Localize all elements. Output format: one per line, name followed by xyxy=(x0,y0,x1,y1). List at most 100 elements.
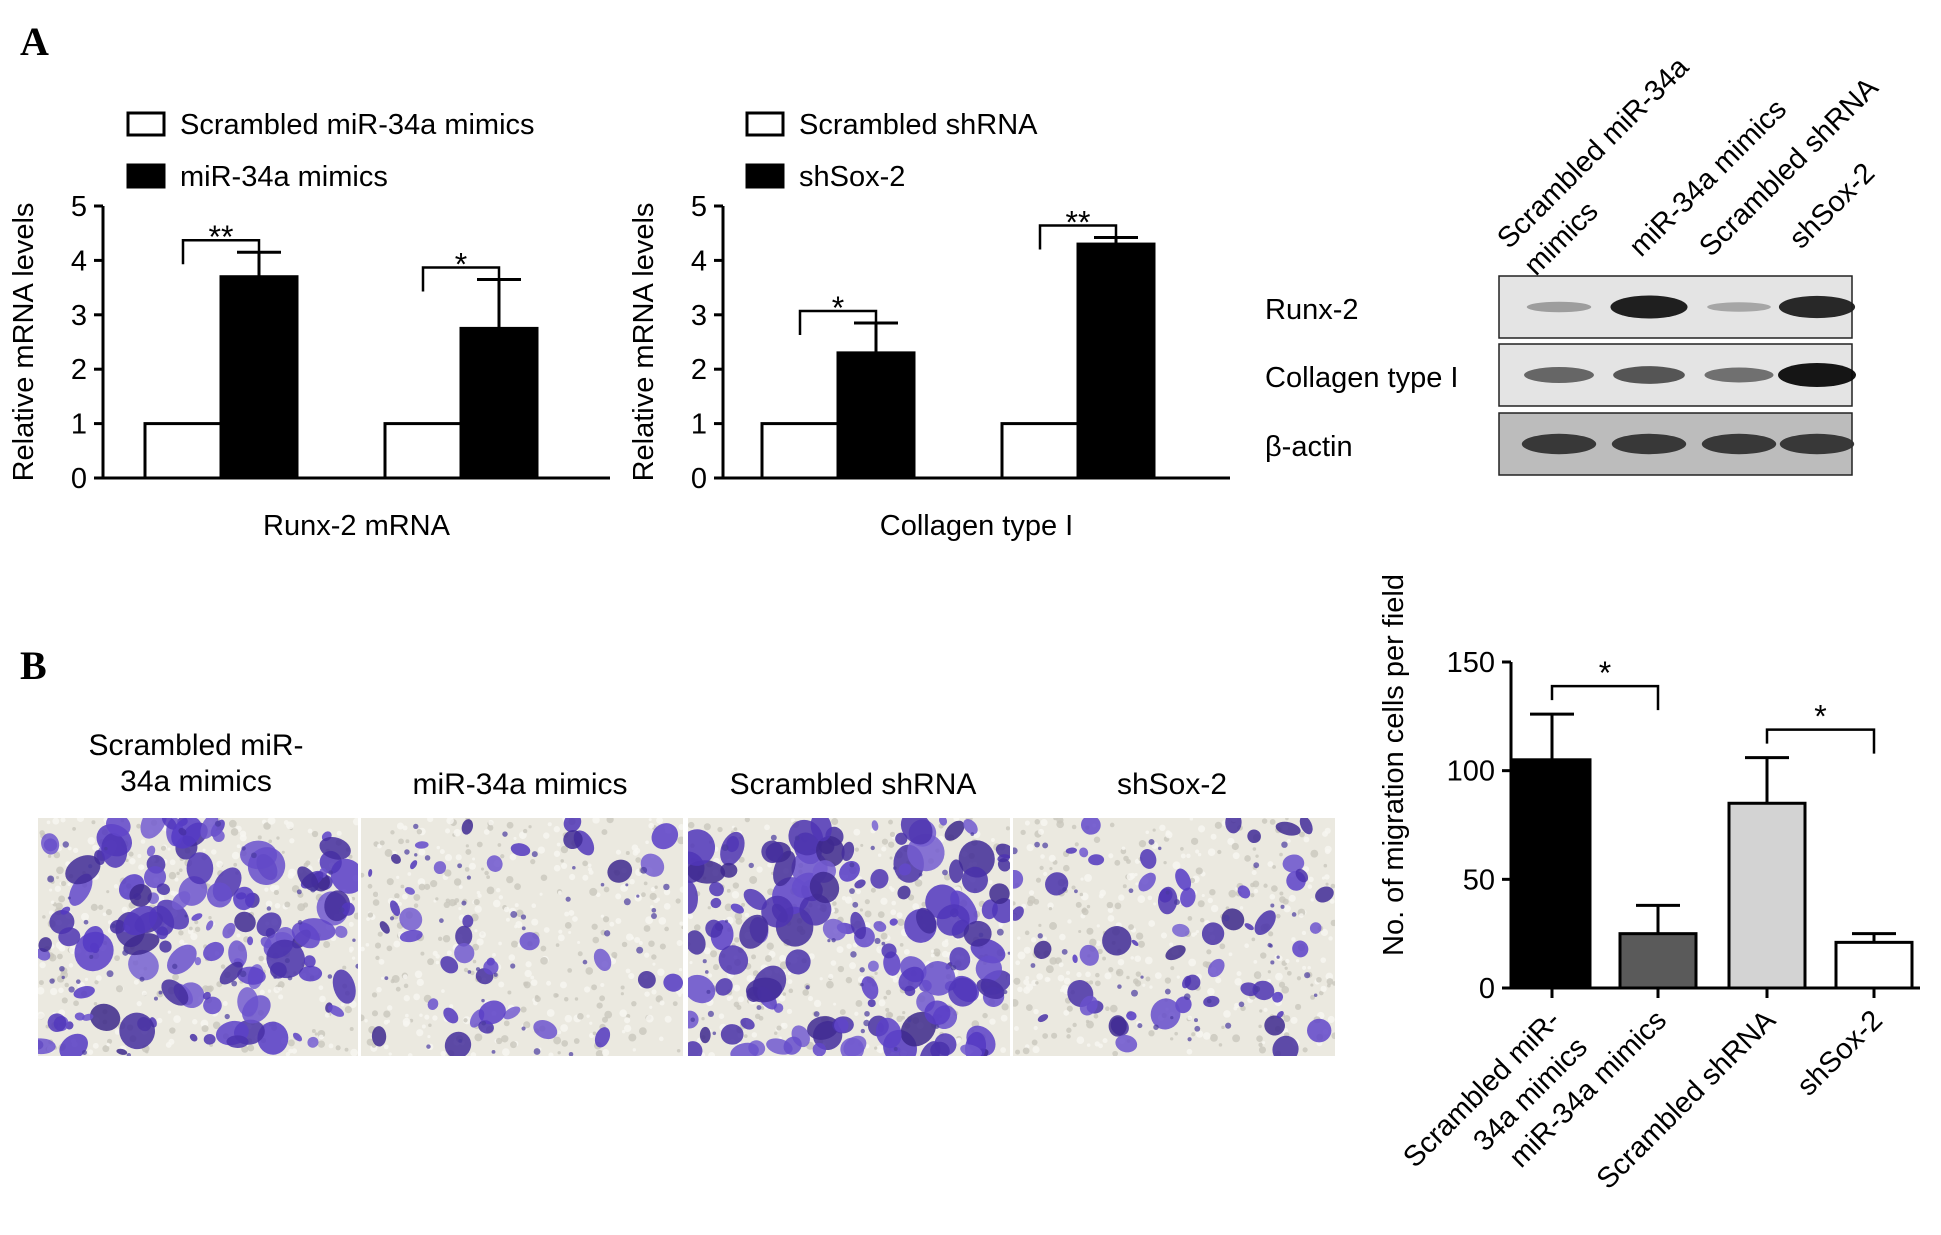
pore-dot xyxy=(1330,883,1335,889)
pore-dot xyxy=(1330,919,1335,927)
pore-dot xyxy=(528,825,532,829)
pore-dot xyxy=(1232,1034,1241,1043)
pore-dot xyxy=(72,827,76,831)
pore-dot xyxy=(1104,972,1112,980)
pore-dot xyxy=(1114,859,1121,866)
pore-dot xyxy=(634,936,641,944)
stained-cell xyxy=(975,955,1003,983)
stained-cell xyxy=(101,832,128,868)
bar-treatment xyxy=(219,275,299,480)
pore-dot xyxy=(1215,977,1222,984)
pore-dot xyxy=(830,960,837,966)
stained-dot xyxy=(266,906,272,911)
pore-dot xyxy=(606,818,614,824)
pore-dot xyxy=(1134,980,1142,987)
stained-cell xyxy=(161,979,189,1006)
pore-dot xyxy=(281,850,285,854)
pore-dot xyxy=(569,873,576,881)
pore-dot xyxy=(501,1035,509,1043)
stained-cell xyxy=(1079,995,1098,1016)
stained-dot xyxy=(1187,1037,1192,1042)
pore-dot xyxy=(314,1032,318,1036)
pore-dot xyxy=(582,874,589,881)
stained-cell xyxy=(739,914,769,949)
pore-dot xyxy=(106,1038,113,1044)
pore-dot xyxy=(285,1052,291,1056)
stained-dot xyxy=(1164,988,1171,995)
stained-cell xyxy=(761,895,794,928)
pore-dot xyxy=(483,829,490,835)
y-tick-label: 150 xyxy=(1447,647,1495,679)
pore-dot xyxy=(421,1024,426,1029)
pore-dot xyxy=(588,1033,595,1039)
micrograph-title-3: Scrambled shRNA xyxy=(729,768,977,801)
stained-cell xyxy=(976,978,1005,1000)
stained-dot xyxy=(907,1018,912,1023)
pore-dot xyxy=(349,1027,354,1031)
pore-dot xyxy=(635,857,641,863)
pore-dot xyxy=(160,845,167,851)
pore-dot xyxy=(497,843,502,847)
pore-dot xyxy=(1197,900,1205,908)
pore-dot xyxy=(652,962,656,966)
y-tick-label: 3 xyxy=(71,300,87,332)
pore-dot xyxy=(1015,960,1021,966)
pore-dot xyxy=(833,1002,837,1006)
pore-dot xyxy=(318,985,324,991)
stained-cell xyxy=(950,890,978,925)
pore-dot xyxy=(1013,901,1016,906)
pore-dot xyxy=(599,995,606,1002)
pore-dot xyxy=(1232,852,1240,860)
stained-dot xyxy=(651,907,657,913)
pore-dot xyxy=(211,849,217,855)
pore-dot xyxy=(236,933,241,938)
pore-dot xyxy=(553,864,561,872)
pore-dot xyxy=(156,1017,163,1024)
pore-dot xyxy=(746,975,754,983)
pore-dot xyxy=(782,992,787,996)
pore-dot xyxy=(941,950,949,958)
stained-dot xyxy=(702,959,707,964)
stained-cell xyxy=(1157,886,1178,915)
stained-cell xyxy=(171,891,191,910)
pore-dot xyxy=(880,897,888,905)
stained-cell xyxy=(189,1033,198,1042)
blot-band xyxy=(1704,367,1774,383)
stained-cell xyxy=(455,925,473,947)
pore-dot xyxy=(620,985,625,990)
pore-dot xyxy=(1291,937,1296,942)
pore-dot xyxy=(95,975,102,981)
pore-dot xyxy=(352,818,358,826)
pore-dot xyxy=(907,894,915,901)
pore-dot xyxy=(1287,839,1291,843)
pore-dot xyxy=(1128,924,1134,931)
pore-dot xyxy=(1207,897,1213,904)
pore-dot xyxy=(557,1051,561,1055)
pore-dot xyxy=(102,1045,110,1053)
pore-dot xyxy=(165,1042,172,1048)
stained-cell xyxy=(867,960,879,972)
pore-dot xyxy=(651,954,657,960)
pore-dot xyxy=(1299,831,1305,838)
stained-dot xyxy=(389,916,395,921)
pore-dot xyxy=(678,968,683,972)
y-tick-label: 0 xyxy=(71,463,87,495)
stained-dot xyxy=(724,919,729,923)
stained-dot xyxy=(461,900,467,906)
stained-cell xyxy=(334,925,348,938)
pore-dot xyxy=(267,989,272,993)
pore-dot xyxy=(291,1048,298,1054)
pore-dot xyxy=(402,974,408,980)
stained-dot xyxy=(510,910,518,918)
pore-dot xyxy=(1112,1050,1119,1056)
stained-dot xyxy=(83,919,89,925)
stained-cell xyxy=(1247,829,1261,844)
stained-cell xyxy=(203,1033,216,1045)
stained-dot xyxy=(568,1051,574,1056)
stained-dot xyxy=(111,923,116,929)
pore-dot xyxy=(1263,1007,1268,1012)
pore-dot xyxy=(560,845,569,854)
pore-dot xyxy=(287,1039,295,1047)
pore-dot xyxy=(396,822,404,830)
pore-dot xyxy=(767,862,772,868)
